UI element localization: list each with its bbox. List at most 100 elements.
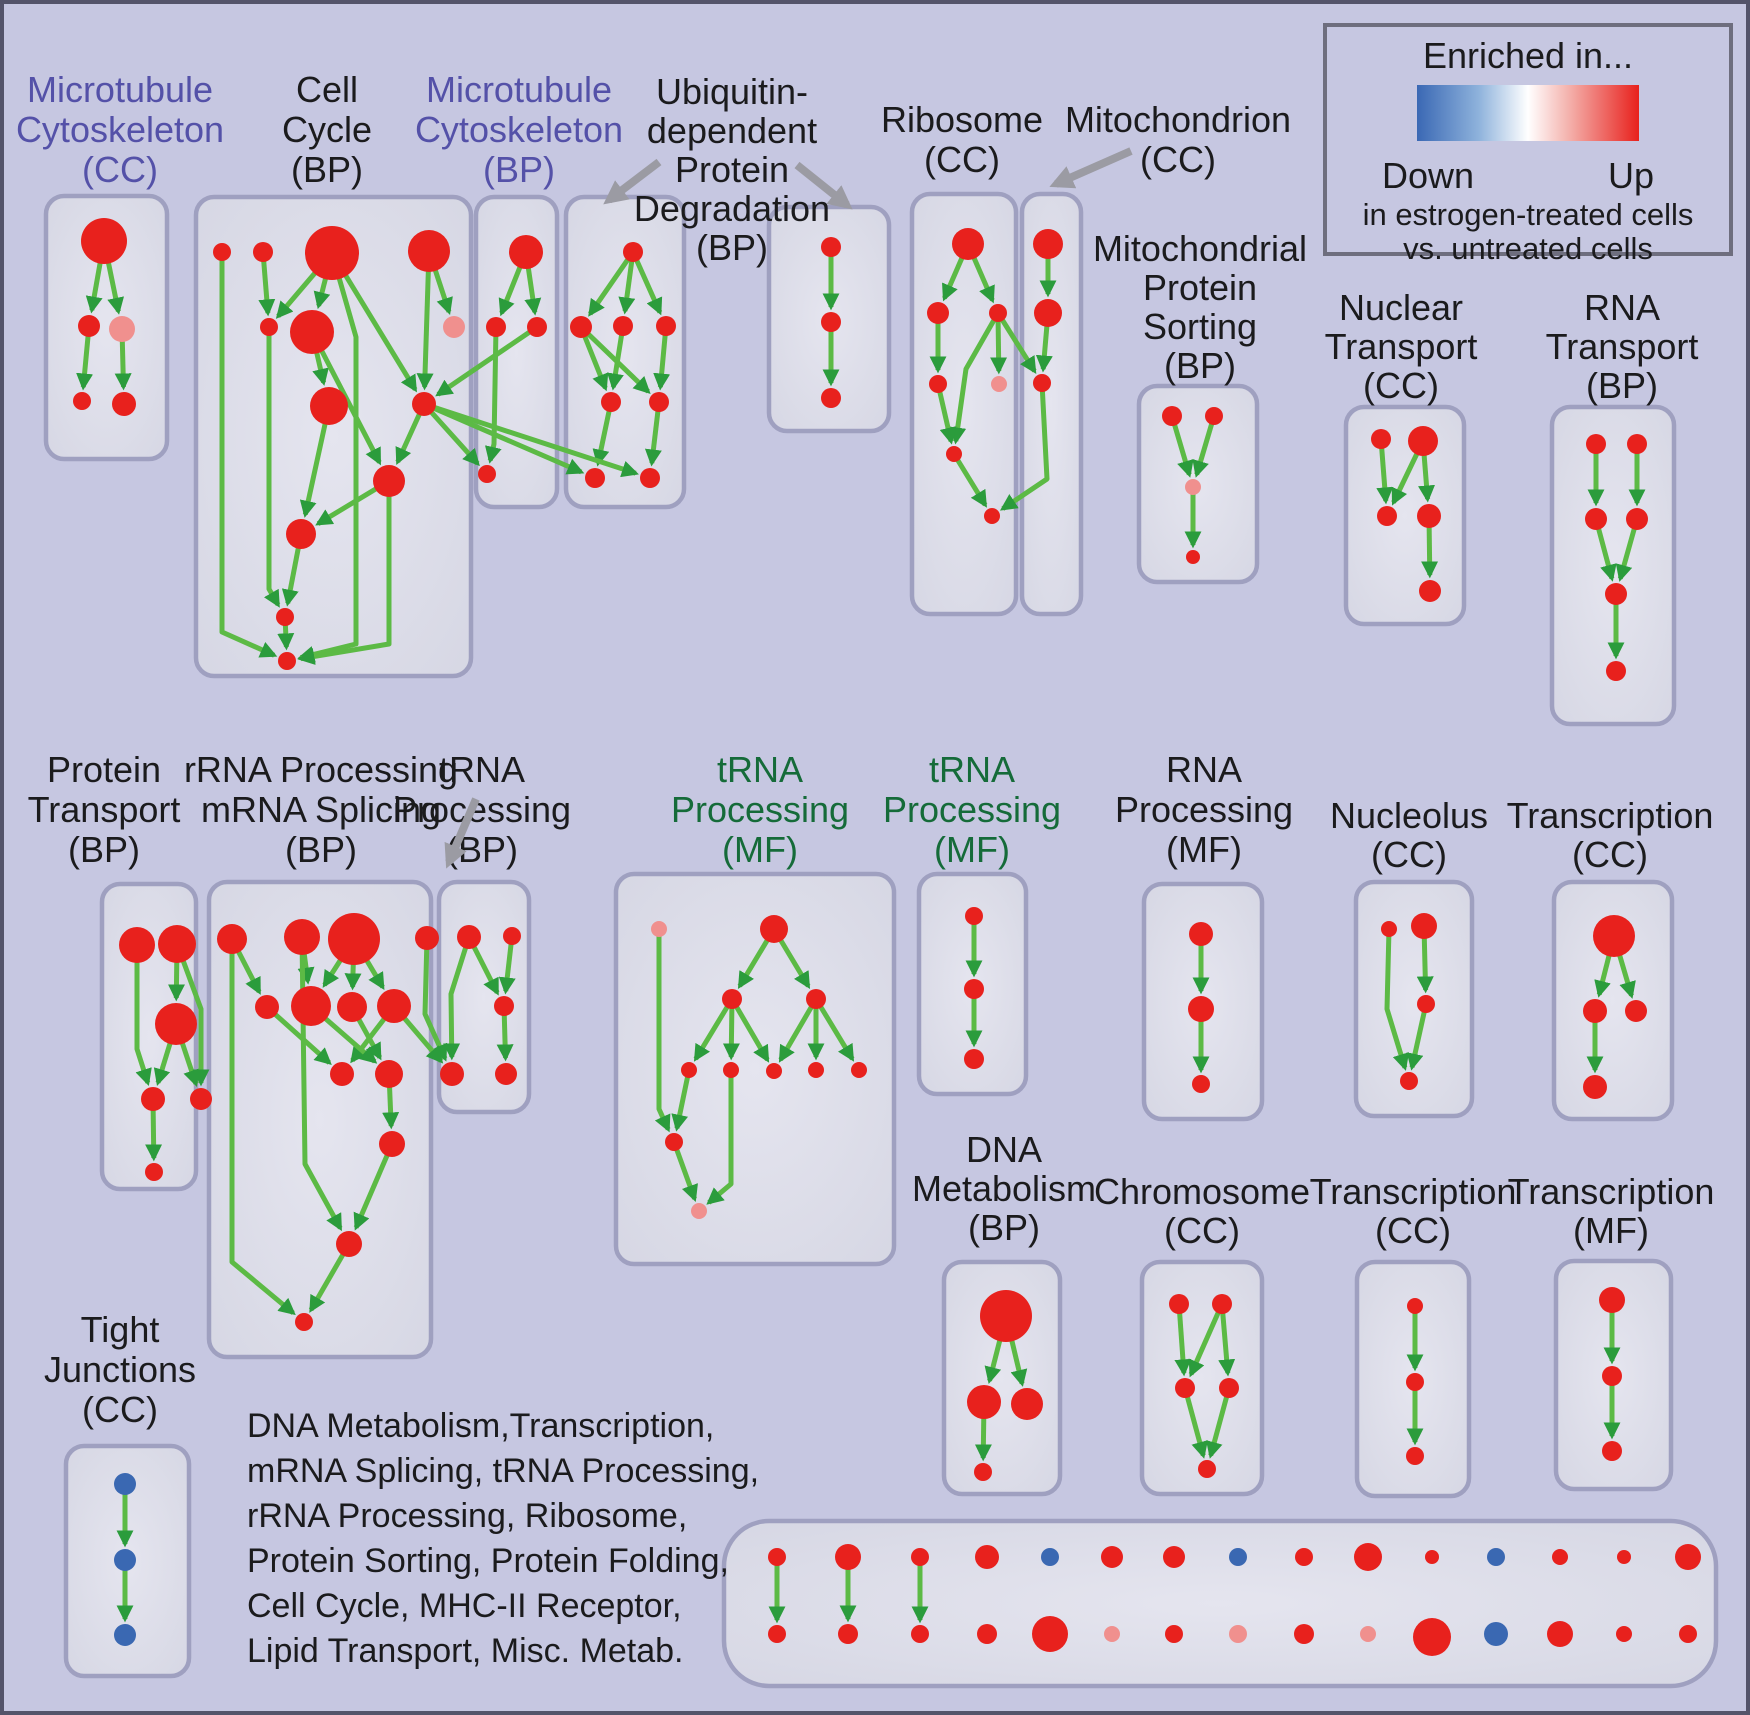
cluster-label-mitochondrial-protein-sorting: Mitochondrial Protein Sorting (BP)	[1093, 228, 1307, 386]
edge-arrow-ubiquitin-degradation-a	[644, 401, 662, 467]
go-term-node-rrna-processing-mrna-splicing-12	[295, 1313, 313, 1331]
go-term-node-cell-cycle-1	[253, 242, 273, 262]
go-term-node-chromosome-cc-0	[1169, 1294, 1189, 1314]
cluster-box-mitochondrion-cc	[1019, 191, 1084, 617]
go-term-node-rna-processing-mf-1	[1188, 996, 1214, 1022]
edge-arrow-ribosome-cc	[951, 452, 988, 508]
go-term-node-trna-processing-bp-2	[494, 996, 514, 1016]
go-term-node-misc-cluster-24	[1552, 1549, 1568, 1565]
cluster-label-protein-transport-bp: Protein Transport (BP)	[28, 749, 181, 870]
go-term-node-trna-processing-mf-1-3	[806, 989, 826, 1009]
edge-arrow-ubiquitin-degradation-a	[588, 250, 636, 317]
cluster-label-chromosome-cc: Chromosome (CC)	[1094, 1171, 1310, 1251]
go-term-node-transcription-cc-1-1	[1583, 999, 1607, 1023]
go-term-node-nuclear-transport-cc-2	[1377, 506, 1397, 526]
go-term-node-misc-cluster-5	[911, 1625, 929, 1643]
cluster-box-cell-cycle	[193, 194, 474, 679]
cluster-label-ubiquitin-degradation-a: Ubiquitin-dependent Protein Degradation (BP…	[634, 71, 830, 268]
color-legend: Enriched in... Down Up in estrogen-treat…	[1323, 23, 1733, 266]
cluster-box-transcription-cc-1	[1551, 879, 1675, 1122]
edge-arrow-ribosome-cc	[935, 383, 957, 445]
go-term-node-ubiquitin-degradation-a-2	[613, 316, 633, 336]
go-term-node-dna-metabolism-bp-3	[974, 1463, 992, 1481]
go-term-node-transcription-cc-2-2	[1406, 1447, 1424, 1465]
go-term-node-transcription-cc-1-0	[1593, 915, 1635, 957]
go-term-node-trna-processing-mf-1-7	[808, 1062, 824, 1078]
cross-edge-arrow	[423, 401, 639, 478]
go-term-node-ribosome-cc-3	[929, 375, 947, 393]
edge-arrow-cell-cycle	[297, 481, 392, 665]
go-term-node-rrna-processing-mrna-splicing-9	[375, 1060, 403, 1088]
legend-up-label: Up	[1607, 155, 1654, 196]
go-term-node-ubiquitin-degradation-a-7	[640, 468, 660, 488]
cluster-label-transcription-cc-2: Transcription (CC)	[1310, 1171, 1517, 1251]
edge-arrow-cell-cycle	[263, 327, 281, 608]
go-term-node-misc-cluster-14	[1229, 1548, 1247, 1566]
edge-arrow-trna-processing-bp	[443, 936, 472, 1061]
go-term-node-dna-metabolism-bp-2	[1011, 1388, 1043, 1420]
edge-arrow-ribosome-cc	[949, 311, 1001, 445]
go-term-node-trna-processing-mf-2-0	[965, 907, 983, 925]
edge-arrow-rrna-processing-mrna-splicing	[353, 1143, 395, 1231]
go-term-node-cell-cycle-5	[290, 310, 334, 354]
go-term-node-protein-transport-bp-1	[158, 925, 196, 963]
go-term-node-misc-cluster-21	[1413, 1618, 1451, 1656]
edge-arrow-chromosome-cc	[1182, 1387, 1208, 1459]
cluster-label-tight-junctions-cc: Tight Junctions (CC)	[44, 1309, 196, 1430]
go-term-node-ubiquitin-degradation-b-2	[821, 388, 841, 408]
go-term-node-microtubule-cytoskeleton-bp-0	[509, 235, 543, 269]
go-term-node-protein-transport-bp-2	[155, 1003, 197, 1045]
go-term-node-misc-cluster-22	[1487, 1548, 1505, 1566]
go-term-node-ribosome-cc-6	[984, 508, 1000, 524]
go-term-node-misc-cluster-19	[1360, 1626, 1376, 1642]
trna-bp-pointer-icon	[444, 797, 480, 869]
cluster-label-microtubule-cytoskeleton-cc: Microtubule Cytoskeleton (CC)	[16, 69, 224, 190]
edge-arrow-ubiquitin-degradation-a	[607, 325, 626, 391]
go-term-node-transcription-mf-2	[1602, 1441, 1622, 1461]
go-term-node-cell-cycle-12	[278, 652, 296, 670]
cluster-label-transcription-mf: Transcription (MF)	[1508, 1171, 1715, 1251]
go-term-node-cell-cycle-6	[443, 316, 465, 338]
go-term-node-misc-cluster-26	[1617, 1550, 1631, 1564]
go-term-node-microtubule-cytoskeleton-bp-3	[478, 465, 496, 483]
go-term-node-misc-cluster-17	[1294, 1624, 1314, 1644]
edge-arrow-nucleolus-cc	[1406, 1003, 1429, 1071]
go-term-node-rna-transport-bp-1	[1627, 434, 1647, 454]
go-term-node-misc-cluster-9	[1032, 1616, 1068, 1652]
cluster-label-ribosome-cc: Ribosome (CC)	[881, 99, 1043, 180]
go-term-node-rna-transport-bp-3	[1626, 508, 1648, 530]
go-term-node-nucleolus-cc-3	[1400, 1072, 1418, 1090]
go-term-node-misc-cluster-16	[1295, 1548, 1313, 1566]
go-term-node-mitochondrial-protein-sorting-2	[1185, 479, 1201, 495]
legend-caption-line1: in estrogen-treated cells	[1362, 197, 1694, 232]
edge-arrow-ubiquitin-degradation-a	[653, 325, 671, 391]
edge-arrow-trna-processing-mf-1	[654, 929, 671, 1133]
cluster-label-mitochondrion-cc: Mitochondrion (CC)	[1065, 99, 1291, 180]
go-term-node-protein-transport-bp-5	[145, 1163, 163, 1181]
go-term-node-rna-processing-mf-2	[1192, 1075, 1210, 1093]
go-term-node-rrna-processing-mrna-splicing-2	[328, 913, 380, 965]
go-term-node-ubiquitin-degradation-a-0	[623, 242, 643, 262]
go-term-node-microtubule-cytoskeleton-cc-3	[73, 392, 91, 410]
layer-nodes	[73, 218, 1701, 1656]
cluster-label-rna-transport-bp: RNA Transport (BP)	[1546, 287, 1699, 406]
edge-arrow-trna-processing-bp	[498, 935, 516, 995]
cluster-label-transcription-cc-1: Transcription (CC)	[1507, 795, 1714, 875]
go-term-node-misc-cluster-29	[1679, 1625, 1697, 1643]
go-term-node-mitochondrial-protein-sorting-3	[1186, 550, 1200, 564]
go-term-node-microtubule-cytoskeleton-cc-0	[81, 218, 127, 264]
go-term-node-cell-cycle-2	[305, 226, 359, 280]
go-term-node-trna-processing-mf-1-0	[651, 921, 667, 937]
go-term-node-chromosome-cc-3	[1219, 1378, 1239, 1398]
go-term-node-rna-processing-mf-0	[1189, 922, 1213, 946]
go-term-node-trna-processing-mf-1-4	[681, 1062, 697, 1078]
go-term-node-misc-cluster-10	[1101, 1546, 1123, 1568]
legend-title: Enriched in...	[1422, 35, 1634, 76]
go-term-node-trna-processing-mf-1-10	[691, 1203, 707, 1219]
go-term-node-misc-cluster-12	[1163, 1546, 1185, 1568]
go-term-node-transcription-cc-2-1	[1406, 1373, 1424, 1391]
go-term-node-chromosome-cc-4	[1198, 1460, 1216, 1478]
go-term-node-misc-cluster-7	[977, 1624, 997, 1644]
enrichment-network-diagram: Microtubule Cytoskeleton (CC) Cell Cycle (BP)…	[16, 69, 1719, 1689]
